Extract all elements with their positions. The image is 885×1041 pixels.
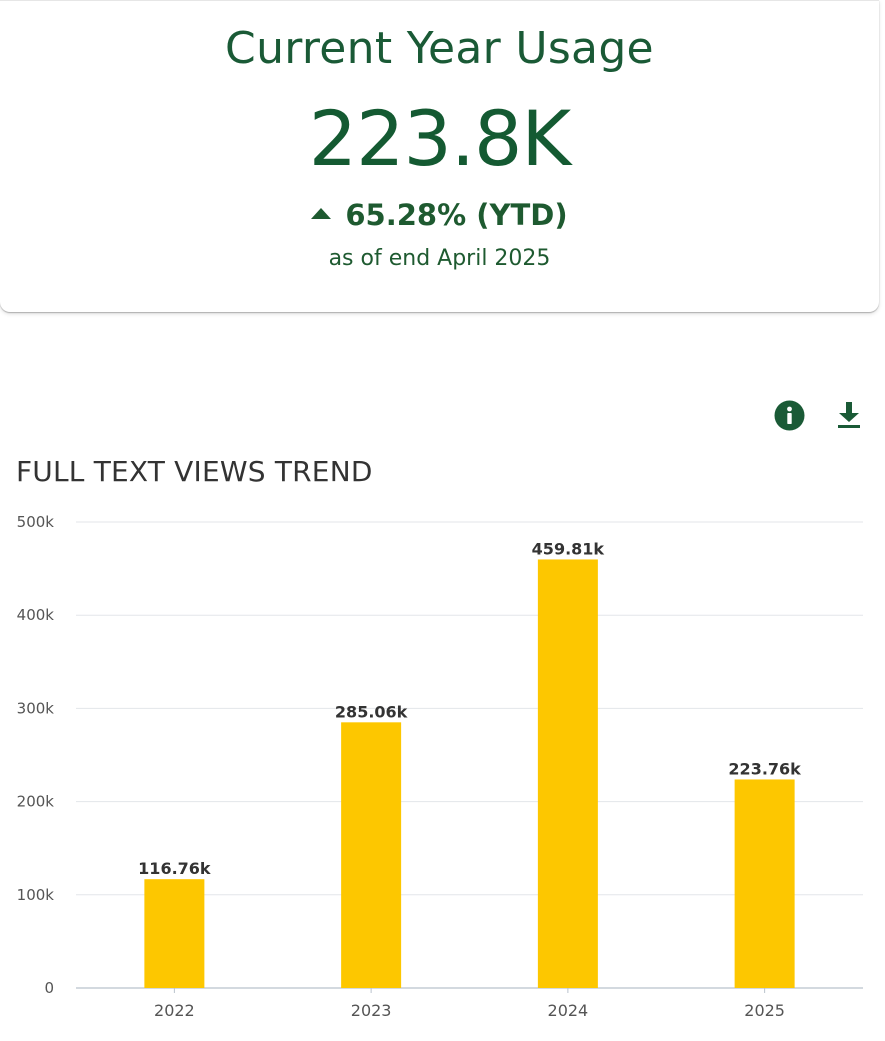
y-tick-label: 400k — [17, 606, 55, 624]
y-tick-label: 100k — [17, 886, 55, 904]
bar-2024 — [537, 559, 598, 988]
y-tick-label: 200k — [17, 793, 55, 811]
ytd-change: 65.28% (YTD) — [0, 195, 879, 235]
data-label-2024: 459.81k — [532, 539, 605, 558]
card-title: Current Year Usage — [225, 23, 654, 74]
data-label-2025: 223.76k — [728, 759, 801, 778]
y-tick-label: 500k — [17, 513, 55, 531]
data-label-2023: 285.06k — [335, 702, 408, 721]
ytd-change-text: 65.28% (YTD) — [345, 198, 568, 232]
triangle-up-icon — [311, 207, 332, 219]
full-text-views-bar-chart: 0 100k 200k 300k 400k 500k 116.76k 2022 285.06k 2… — [17, 513, 863, 1020]
y-tick-label: 0 — [44, 979, 54, 997]
chart-title: FULL TEXT VIEWS TREND — [16, 455, 373, 488]
x-tick-label: 2022 — [154, 1001, 195, 1020]
bar-2025 — [734, 779, 795, 988]
bar-2022 — [144, 879, 205, 988]
as-of-date: as of end April 2025 — [328, 246, 551, 271]
current-year-usage-card: Current Year Usage 223.8K 65.28% (YTD) a… — [0, 0, 879, 312]
usage-value: 223.8K — [308, 94, 571, 183]
x-tick-label: 2024 — [548, 1001, 589, 1020]
download-icon[interactable] — [836, 400, 862, 430]
x-tick-label: 2025 — [744, 1001, 785, 1020]
bar-2023 — [341, 722, 402, 988]
y-tick-label: 300k — [17, 699, 55, 717]
data-label-2022: 116.76k — [138, 859, 211, 878]
x-tick-label: 2023 — [351, 1001, 392, 1020]
info-icon[interactable] — [774, 400, 805, 431]
